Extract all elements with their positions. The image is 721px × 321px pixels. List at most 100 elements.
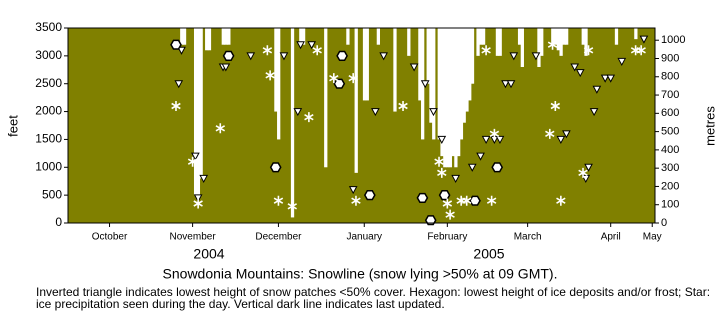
ice-precipitation-marker xyxy=(583,45,594,56)
snow-patch-marker xyxy=(584,163,593,172)
snow-bar xyxy=(556,28,560,51)
snow-patch-marker xyxy=(174,80,184,89)
snow-patch-marker xyxy=(420,80,430,89)
snow-patch-marker xyxy=(296,41,305,50)
snow-patch-marker xyxy=(639,35,649,44)
snow-bar xyxy=(481,28,486,45)
snow-bar xyxy=(224,28,228,45)
snow-patch-marker xyxy=(509,52,519,61)
ice-precipitation-marker xyxy=(437,167,447,178)
y2-axis-label: metres xyxy=(702,106,717,146)
ice-precipitation-marker xyxy=(304,112,314,123)
snow-patch-marker xyxy=(246,52,256,61)
snow-patch-marker xyxy=(437,135,447,144)
snow-bar xyxy=(459,28,464,140)
ice-precipitation-marker xyxy=(442,198,453,209)
snow-bar xyxy=(362,28,367,101)
snow-bar xyxy=(432,28,436,140)
snow-bar xyxy=(277,28,281,140)
snow-patch-marker xyxy=(467,163,477,172)
snow-bar xyxy=(299,28,303,45)
snow-bar xyxy=(205,28,209,51)
snow-patch-marker xyxy=(476,152,485,161)
snow-patch-marker xyxy=(191,152,200,161)
ice-precipitation-marker xyxy=(262,45,273,56)
snow-bar xyxy=(581,28,585,45)
y-tick-label: 1000 xyxy=(35,159,62,173)
ice-precipitation-marker xyxy=(265,70,275,81)
y2-tick-label: 700 xyxy=(661,89,679,101)
snow-patch-marker xyxy=(600,74,610,83)
x-tick-label: February xyxy=(427,232,467,243)
snow-bar xyxy=(196,28,201,196)
x-tick-label: October xyxy=(92,232,128,243)
snow-bar xyxy=(440,28,444,157)
snow-patch-marker xyxy=(307,41,316,50)
snow-bar xyxy=(182,28,187,45)
snow-bar xyxy=(290,28,295,218)
snow-patch-marker xyxy=(409,63,419,72)
ice-deposit-marker xyxy=(333,78,346,89)
ice-deposit-marker xyxy=(416,192,429,204)
y2-tick-label: 800 xyxy=(661,71,679,83)
snow-bar xyxy=(301,28,306,45)
snow-bar xyxy=(193,28,198,196)
snow-bar xyxy=(465,28,469,112)
snow-patch-marker xyxy=(193,194,203,203)
ice-precipitation-marker xyxy=(445,209,455,220)
ice-precipitation-marker xyxy=(636,45,646,56)
snow-bar xyxy=(274,28,278,112)
snow-bar xyxy=(443,28,447,168)
snow-bar xyxy=(180,28,184,45)
y-tick-label: 1500 xyxy=(35,132,62,146)
snow-bar xyxy=(559,28,563,56)
snow-bar xyxy=(634,28,638,40)
snow-bar xyxy=(462,28,466,123)
ice-precipitation-marker xyxy=(193,198,203,209)
y2-tick-label: 400 xyxy=(661,144,679,156)
y-tick-label: 2500 xyxy=(35,76,62,90)
snow-bar xyxy=(562,28,566,45)
x-tick-label: November xyxy=(170,232,217,243)
snow-patch-marker xyxy=(348,186,358,195)
snow-bar xyxy=(451,28,455,157)
snow-bar xyxy=(614,28,619,45)
chart-title: Snowdonia Mountains: Snowline (snow lyin… xyxy=(163,266,558,282)
snow-bar xyxy=(470,28,475,84)
ice-deposit-marker xyxy=(424,215,437,226)
snow-bar xyxy=(445,28,450,168)
snow-patch-marker xyxy=(556,135,566,144)
snow-bar xyxy=(565,28,569,45)
snow-patch-marker xyxy=(451,174,460,183)
ice-precipitation-marker xyxy=(171,101,181,111)
snow-bar xyxy=(421,28,425,140)
x-tick-label: May xyxy=(643,232,662,243)
snow-patch-marker xyxy=(606,74,616,83)
snow-bar xyxy=(437,28,441,140)
ice-precipitation-marker xyxy=(481,45,491,56)
x-tick-label: April xyxy=(601,232,621,243)
year-label: 2005 xyxy=(473,246,504,262)
ice-precipitation-marker xyxy=(578,167,588,178)
ice-precipitation-marker xyxy=(351,195,361,206)
chart-note: Inverted triangle indicates lowest heigh… xyxy=(36,285,711,311)
snow-patch-marker xyxy=(589,108,599,117)
snow-patch-marker xyxy=(501,80,510,89)
y-tick-label: 3500 xyxy=(35,20,62,34)
snow-patch-marker xyxy=(429,108,438,117)
ice-precipitation-marker xyxy=(215,123,226,134)
snow-patch-marker xyxy=(617,57,627,66)
snow-patch-marker xyxy=(481,135,491,144)
ice-deposit-marker xyxy=(269,162,282,173)
ice-precipitation-marker xyxy=(545,128,555,139)
ice-precipitation-marker xyxy=(348,73,358,84)
x-tick-label: December xyxy=(255,232,302,243)
y2-tick-label: 200 xyxy=(661,180,679,192)
y-tick-label: 500 xyxy=(42,187,62,201)
x-tick-label: January xyxy=(346,232,382,243)
ice-precipitation-marker xyxy=(329,73,339,84)
ice-precipitation-marker xyxy=(547,39,558,50)
y2-tick-label: 300 xyxy=(661,162,679,174)
y-axis-label: feet xyxy=(5,115,20,137)
ice-precipitation-marker xyxy=(434,156,444,167)
